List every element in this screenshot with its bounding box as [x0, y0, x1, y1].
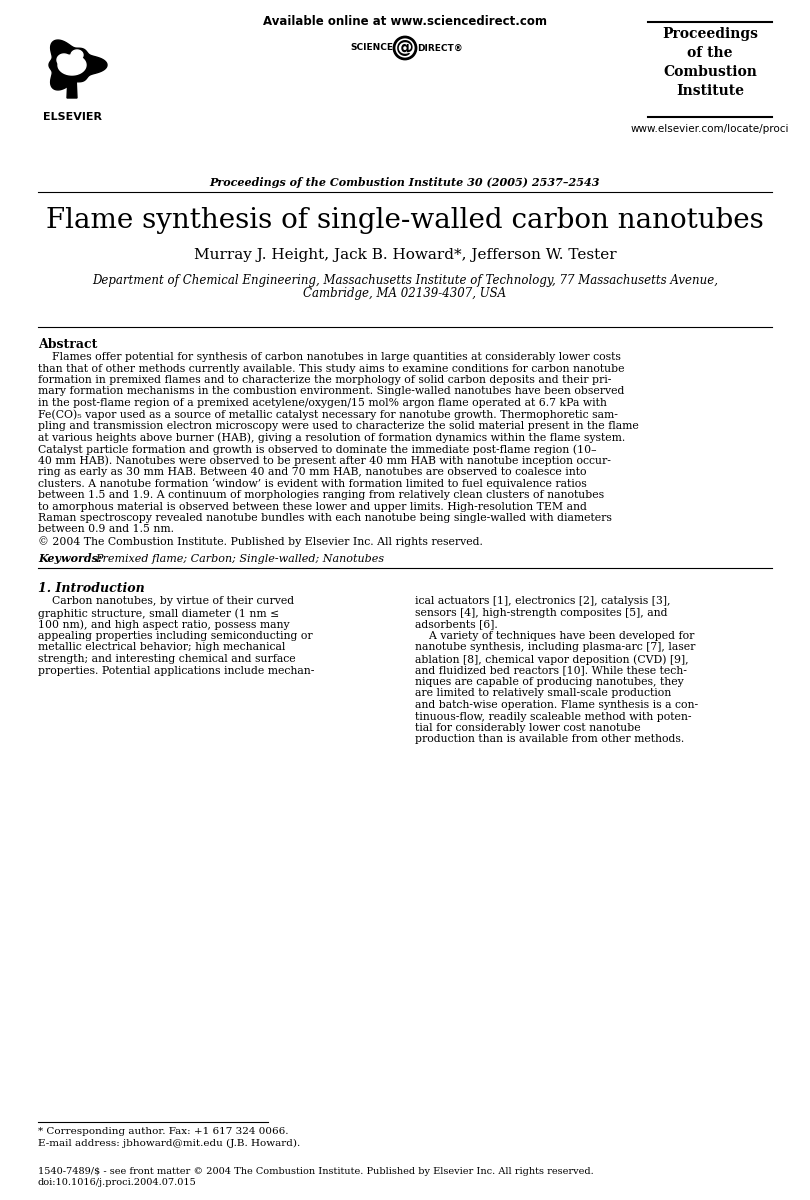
Polygon shape	[49, 40, 107, 90]
Text: and fluidized bed reactors [10]. While these tech-: and fluidized bed reactors [10]. While t…	[415, 666, 687, 676]
Text: 1. Introduction: 1. Introduction	[38, 582, 145, 595]
Text: Flame synthesis of single-walled carbon nanotubes: Flame synthesis of single-walled carbon …	[46, 206, 764, 234]
Text: strength; and interesting chemical and surface: strength; and interesting chemical and s…	[38, 654, 296, 664]
Text: at various heights above burner (HAB), giving a resolution of formation dynamics: at various heights above burner (HAB), g…	[38, 432, 625, 443]
Text: appealing properties including semiconducting or: appealing properties including semicondu…	[38, 631, 313, 641]
Text: Proceedings: Proceedings	[662, 26, 758, 41]
Text: SCIENCE: SCIENCE	[350, 43, 393, 53]
Text: ring as early as 30 mm HAB. Between 40 and 70 mm HAB, nanotubes are observed to : ring as early as 30 mm HAB. Between 40 a…	[38, 467, 586, 476]
Text: ical actuators [1], electronics [2], catalysis [3],: ical actuators [1], electronics [2], cat…	[415, 596, 671, 606]
Text: Carbon nanotubes, by virtue of their curved: Carbon nanotubes, by virtue of their cur…	[38, 596, 294, 606]
Text: sensors [4], high-strength composites [5], and: sensors [4], high-strength composites [5…	[415, 608, 667, 618]
Text: adsorbents [6].: adsorbents [6].	[415, 619, 498, 630]
Text: Available online at www.sciencedirect.com: Available online at www.sciencedirect.co…	[263, 14, 547, 28]
Text: Flames offer potential for synthesis of carbon nanotubes in large quantities at : Flames offer potential for synthesis of …	[38, 352, 621, 362]
Text: nanotube synthesis, including plasma-arc [7], laser: nanotube synthesis, including plasma-arc…	[415, 642, 695, 653]
Text: formation in premixed flames and to characterize the morphology of solid carbon : formation in premixed flames and to char…	[38, 374, 612, 385]
Text: * Corresponding author. Fax: +1 617 324 0066.: * Corresponding author. Fax: +1 617 324 …	[38, 1127, 288, 1136]
Polygon shape	[67, 74, 77, 98]
Text: ablation [8], chemical vapor deposition (CVD) [9],: ablation [8], chemical vapor deposition …	[415, 654, 688, 665]
Text: Premixed flame; Carbon; Single-walled; Nanotubes: Premixed flame; Carbon; Single-walled; N…	[95, 553, 384, 564]
Text: mary formation mechanisms in the combustion environment. Single-walled nanotubes: mary formation mechanisms in the combust…	[38, 386, 625, 396]
Text: in the post-flame region of a premixed acetylene/oxygen/15 mol% argon flame oper: in the post-flame region of a premixed a…	[38, 398, 607, 408]
Text: www.elsevier.com/locate/proci: www.elsevier.com/locate/proci	[631, 124, 789, 134]
Text: Proceedings of the Combustion Institute 30 (2005) 2537–2543: Proceedings of the Combustion Institute …	[210, 176, 600, 188]
Text: and batch-wise operation. Flame synthesis is a con-: and batch-wise operation. Flame synthesi…	[415, 700, 698, 710]
Text: ELSEVIER: ELSEVIER	[42, 112, 101, 122]
Text: A variety of techniques have been developed for: A variety of techniques have been develo…	[415, 631, 694, 641]
Text: clusters. A nanotube formation ‘window’ is evident with formation limited to fue: clusters. A nanotube formation ‘window’ …	[38, 479, 586, 490]
Text: Combustion: Combustion	[663, 65, 757, 79]
Text: DIRECT®: DIRECT®	[417, 43, 463, 53]
Text: than that of other methods currently available. This study aims to examine condi: than that of other methods currently ava…	[38, 364, 625, 373]
Text: doi:10.1016/j.proci.2004.07.015: doi:10.1016/j.proci.2004.07.015	[38, 1178, 197, 1187]
Text: Cambridge, MA 02139-4307, USA: Cambridge, MA 02139-4307, USA	[304, 287, 506, 300]
Text: @: @	[396, 38, 414, 56]
Text: production than is available from other methods.: production than is available from other …	[415, 734, 684, 744]
Text: pling and transmission electron microscopy were used to characterize the solid m: pling and transmission electron microsco…	[38, 421, 639, 431]
Text: Institute: Institute	[676, 84, 744, 98]
Text: to amorphous material is observed between these lower and upper limits. High-res: to amorphous material is observed betwee…	[38, 502, 587, 511]
Text: tinuous-flow, readily scaleable method with poten-: tinuous-flow, readily scaleable method w…	[415, 712, 692, 721]
Text: 40 mm HAB). Nanotubes were observed to be present after 40 mm HAB with nanotube : 40 mm HAB). Nanotubes were observed to b…	[38, 456, 611, 466]
Text: 100 nm), and high aspect ratio, possess many: 100 nm), and high aspect ratio, possess …	[38, 619, 290, 630]
Text: niques are capable of producing nanotubes, they: niques are capable of producing nanotube…	[415, 677, 684, 686]
Text: Keywords:: Keywords:	[38, 553, 102, 564]
Text: are limited to relatively small-scale production: are limited to relatively small-scale pr…	[415, 689, 671, 698]
Text: properties. Potential applications include mechan-: properties. Potential applications inclu…	[38, 666, 314, 676]
Text: Department of Chemical Engineering, Massachusetts Institute of Technology, 77 Ma: Department of Chemical Engineering, Mass…	[92, 274, 718, 287]
Polygon shape	[71, 50, 83, 60]
Text: Raman spectroscopy revealed nanotube bundles with each nanotube being single-wal: Raman spectroscopy revealed nanotube bun…	[38, 514, 612, 523]
Polygon shape	[58, 55, 86, 74]
Text: graphitic structure, small diameter (1 nm ≤: graphitic structure, small diameter (1 n…	[38, 608, 279, 618]
Text: Fe(CO)₅ vapor used as a source of metallic catalyst necessary for nanotube growt: Fe(CO)₅ vapor used as a source of metall…	[38, 409, 618, 420]
Text: © 2004 The Combustion Institute. Published by Elsevier Inc. All rights reserved.: © 2004 The Combustion Institute. Publish…	[38, 536, 483, 547]
Text: between 1.5 and 1.9. A continuum of morphologies ranging from relatively clean c: between 1.5 and 1.9. A continuum of morp…	[38, 490, 604, 500]
Text: 1540-7489/$ - see front matter © 2004 The Combustion Institute. Published by Els: 1540-7489/$ - see front matter © 2004 Th…	[38, 1166, 594, 1176]
Text: of the: of the	[687, 46, 733, 60]
Text: Catalyst particle formation and growth is observed to dominate the immediate pos: Catalyst particle formation and growth i…	[38, 444, 597, 455]
Text: between 0.9 and 1.5 nm.: between 0.9 and 1.5 nm.	[38, 524, 174, 534]
Text: Murray J. Height, Jack B. Howard*, Jefferson W. Tester: Murray J. Height, Jack B. Howard*, Jeffe…	[194, 248, 616, 262]
Text: Abstract: Abstract	[38, 338, 97, 350]
Text: tial for considerably lower cost nanotube: tial for considerably lower cost nanotub…	[415, 722, 641, 733]
Polygon shape	[57, 54, 71, 66]
Text: metallic electrical behavior; high mechanical: metallic electrical behavior; high mecha…	[38, 642, 285, 653]
Text: E-mail address: jbhoward@mit.edu (J.B. Howard).: E-mail address: jbhoward@mit.edu (J.B. H…	[38, 1139, 301, 1148]
